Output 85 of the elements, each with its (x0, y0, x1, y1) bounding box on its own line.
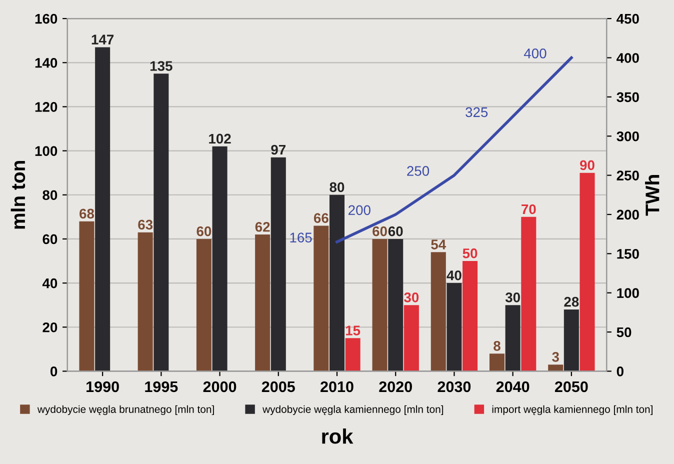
y2-tick-label: 0 (616, 366, 624, 376)
data-label: 3 (552, 352, 559, 362)
legend-label: wydobycie węgla kamiennego [mln ton] (262, 405, 444, 416)
y-tick-label: 120 (35, 102, 58, 112)
data-label: 250 (407, 166, 430, 176)
bar (95, 47, 110, 372)
y2-tick-label: 400 (616, 53, 639, 63)
bar (255, 234, 270, 372)
y2-tick-label: 50 (616, 327, 632, 338)
y-tick-label: 100 (35, 146, 58, 156)
y-tick-label: 40 (42, 278, 58, 288)
x-tick-label: 1995 (145, 381, 178, 392)
data-label: 80 (330, 182, 344, 192)
data-label: 60 (388, 226, 403, 236)
bar (329, 194, 345, 372)
data-label: 147 (92, 34, 114, 44)
data-label: 68 (80, 208, 94, 219)
y2-tick-label: 450 (616, 14, 639, 24)
data-label: 200 (348, 205, 370, 216)
data-label: 54 (431, 240, 446, 250)
data-label: 97 (271, 144, 286, 155)
bar (314, 226, 329, 372)
x-tick-label: 2010 (320, 381, 354, 392)
y-tick-label: 0 (50, 366, 58, 376)
y2-tick-label: 300 (616, 131, 639, 142)
bar (404, 305, 419, 372)
bar (564, 309, 579, 372)
data-label: 60 (196, 226, 212, 236)
data-label: 66 (314, 213, 328, 223)
data-label: 50 (462, 248, 478, 258)
data-label: 90 (580, 160, 594, 170)
y2-tick-label: 250 (616, 170, 639, 180)
bar (505, 305, 520, 372)
bar (580, 172, 595, 372)
y2-tick-label: 100 (617, 288, 639, 298)
data-label: 63 (138, 220, 153, 230)
y-tick-label: 20 (42, 322, 58, 332)
data-label: 28 (564, 296, 579, 307)
data-label: 8 (494, 340, 500, 351)
y-axis-title: mln ton (10, 160, 26, 229)
data-label: 400 (524, 48, 546, 58)
x-tick-label: 2050 (554, 381, 588, 392)
bar (212, 146, 228, 372)
legend-label: wydobycie węgla brunatnego [mln ton] (37, 405, 214, 416)
bar (446, 283, 462, 372)
data-label: 325 (466, 107, 488, 118)
bar (521, 216, 536, 372)
data-label: 15 (346, 326, 360, 336)
bar (430, 252, 446, 372)
x-tick-label: 2040 (496, 381, 530, 392)
bar (154, 74, 169, 372)
data-label: 165 (290, 232, 312, 242)
bar (388, 238, 404, 372)
data-label: 135 (150, 61, 172, 71)
bar (489, 354, 505, 372)
legend-label: import węgla kamiennego [mln ton] (492, 405, 652, 416)
y2-axis-title: TWh (645, 175, 660, 216)
bar (345, 338, 360, 372)
bar (138, 232, 153, 372)
data-label: 60 (372, 226, 387, 236)
data-label: 62 (255, 222, 270, 232)
x-tick-label: 1990 (86, 381, 119, 392)
x-tick-label: 2005 (262, 381, 295, 392)
data-label: 40 (446, 270, 462, 280)
data-label: 30 (505, 292, 520, 302)
x-tick-label: 2030 (438, 381, 471, 392)
x-tick-label: 2020 (379, 381, 412, 392)
bar (270, 157, 286, 372)
x-axis-title: rok (322, 428, 354, 444)
y-tick-label: 160 (35, 14, 58, 24)
bar (548, 364, 564, 372)
bar (462, 261, 478, 372)
data-label: 70 (522, 204, 536, 214)
y2-tick-label: 200 (616, 210, 639, 220)
bar (372, 238, 388, 372)
bar (196, 238, 212, 372)
y2-tick-label: 150 (617, 248, 639, 259)
y2-tick-label: 350 (616, 92, 639, 102)
y-tick-label: 140 (35, 58, 58, 68)
data-label: 30 (404, 292, 419, 302)
y-tick-label: 80 (42, 190, 58, 200)
data-label: 102 (209, 134, 231, 144)
bar (79, 221, 94, 372)
y-tick-label: 60 (42, 234, 58, 244)
x-tick-label: 2000 (203, 381, 236, 392)
